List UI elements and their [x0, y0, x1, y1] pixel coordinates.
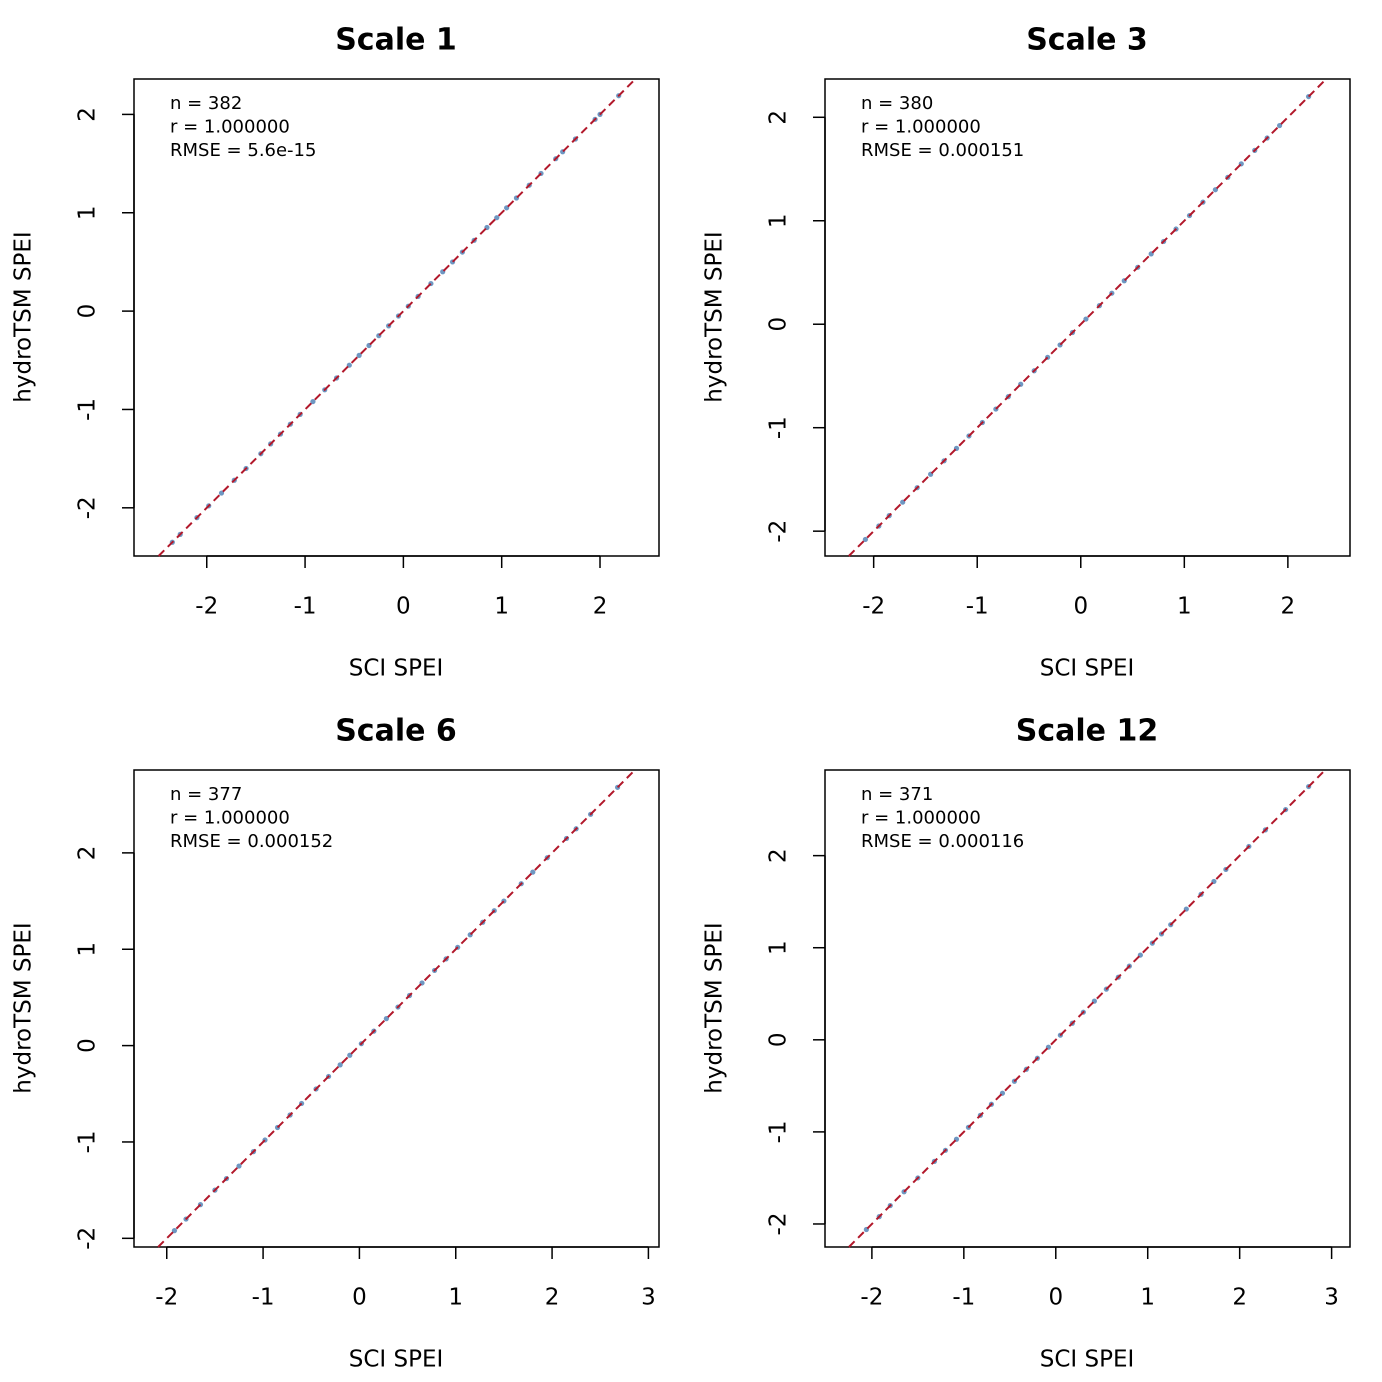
- x-tick-label: 1: [448, 1285, 463, 1311]
- x-tick-label: 0: [1048, 1285, 1063, 1311]
- x-tick-label: -2: [860, 1285, 883, 1311]
- x-axis-label: SCI SPEI: [349, 1347, 444, 1373]
- x-tick-label: -1: [294, 594, 317, 620]
- annotation: n = 371: [861, 784, 933, 805]
- y-tick-label: 2: [766, 848, 792, 863]
- y-tick-label: -2: [766, 1213, 792, 1236]
- y-tick-label: -2: [75, 1227, 101, 1250]
- point: [310, 398, 316, 405]
- x-tick-label: 3: [1324, 1285, 1339, 1311]
- point: [347, 1052, 353, 1058]
- point: [862, 536, 868, 543]
- y-tick-label: 1: [766, 940, 792, 955]
- panel: Scale 3 -2 -1 0 1 2 -2 -1 0 1 2 SCI SPEI hydroTSM SP…: [702, 23, 1351, 682]
- point: [900, 499, 906, 505]
- point: [337, 1062, 343, 1068]
- panel: Scale 1 -2 -1 0 1 2 -2 -1 0 1 2 SCI SPEI hydroTSM SP…: [11, 23, 660, 682]
- panel: Scale 6 -2 -1 0 1 2 3 -2 -1 0 1 2 SCI SPEI hydroTSM S…: [11, 714, 660, 1373]
- y-tick-label: 1: [75, 205, 101, 220]
- panel-title: Scale 12: [1016, 714, 1158, 749]
- x-tick-label: -2: [862, 594, 885, 620]
- point: [383, 1016, 389, 1022]
- y-tick-label: 0: [766, 1032, 792, 1047]
- panel-title: Scale 1: [335, 23, 457, 58]
- x-tick-label: -1: [952, 1285, 975, 1311]
- x-tick-label: -2: [155, 1285, 178, 1311]
- x-tick-label: 2: [593, 594, 608, 620]
- y-axis-label: hydroTSM SPEI: [11, 231, 37, 402]
- point: [171, 1228, 178, 1234]
- y-tick-label: -2: [75, 496, 101, 519]
- x-axis-label: SCI SPEI: [1040, 656, 1135, 682]
- annotation: RMSE = 0.000151: [861, 140, 1024, 161]
- annotation: r = 1.000000: [170, 117, 290, 138]
- x-tick-label: 1: [1140, 1285, 1155, 1311]
- y-tick-label: -2: [766, 520, 792, 543]
- y-tick-label: -1: [75, 1130, 101, 1153]
- y-tick-label: 2: [75, 846, 101, 861]
- y-tick-label: 0: [75, 1038, 101, 1053]
- x-tick-label: 2: [545, 1285, 560, 1311]
- annotation: RMSE = 5.6e-15: [170, 140, 316, 161]
- point: [218, 490, 225, 496]
- y-tick-label: -1: [766, 1120, 792, 1143]
- annotation: RMSE = 0.000116: [861, 831, 1024, 852]
- y-axis-label: hydroTSM SPEI: [702, 922, 728, 1093]
- identity-line: [157, 78, 637, 557]
- y-tick-label: -1: [766, 416, 792, 439]
- y-tick-label: 2: [766, 110, 792, 125]
- x-tick-label: -1: [252, 1285, 275, 1311]
- identity-line: [157, 769, 636, 1248]
- panel: Scale 12 -2 -1 0 1 2 3 -2 -1 0 1 2 SCI SPEI hydroTSM …: [702, 714, 1351, 1373]
- x-tick-label: 1: [494, 594, 509, 620]
- panel-title: Scale 6: [335, 714, 457, 749]
- panel-title: Scale 3: [1026, 23, 1148, 58]
- point: [1276, 122, 1283, 129]
- y-tick-label: 0: [766, 317, 792, 332]
- x-tick-label: 2: [1232, 1285, 1247, 1311]
- annotation: n = 382: [170, 93, 242, 114]
- y-tick-label: 0: [75, 304, 101, 319]
- x-tick-label: 3: [641, 1285, 656, 1311]
- x-axis-label: SCI SPEI: [1040, 1347, 1135, 1373]
- x-tick-label: 0: [352, 1285, 367, 1311]
- identity-line: [848, 769, 1326, 1248]
- y-axis-label: hydroTSM SPEI: [11, 922, 37, 1093]
- x-axis-label: SCI SPEI: [349, 656, 444, 682]
- x-tick-label: -1: [966, 594, 989, 620]
- y-tick-label: 1: [766, 213, 792, 228]
- y-tick-label: 2: [75, 107, 101, 122]
- point: [494, 215, 500, 221]
- x-tick-label: 2: [1281, 594, 1296, 620]
- point: [356, 352, 362, 358]
- x-tick-label: 0: [1073, 594, 1088, 620]
- y-tick-label: 1: [75, 942, 101, 957]
- x-tick-label: 1: [1177, 594, 1192, 620]
- y-axis-label: hydroTSM SPEI: [702, 231, 728, 402]
- annotation: r = 1.000000: [861, 808, 981, 829]
- y-tick-label: -1: [75, 398, 101, 421]
- point: [236, 1163, 242, 1169]
- identity-line: [848, 78, 1327, 557]
- annotation: n = 380: [861, 93, 933, 114]
- point: [1083, 316, 1089, 322]
- annotation: RMSE = 0.000152: [170, 831, 333, 852]
- annotation: n = 377: [170, 784, 242, 805]
- x-tick-label: 0: [396, 594, 411, 620]
- point: [530, 869, 536, 875]
- annotation: r = 1.000000: [170, 808, 290, 829]
- x-tick-label: -2: [195, 594, 218, 620]
- annotation: r = 1.000000: [861, 117, 981, 138]
